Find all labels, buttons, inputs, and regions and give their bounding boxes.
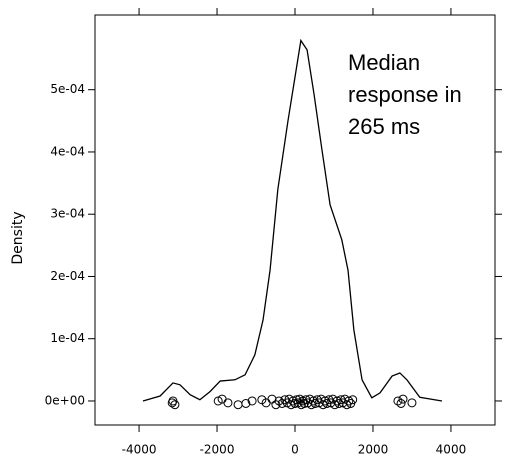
x-tick-label: -2000: [200, 443, 235, 457]
x-tick-label: 4000: [436, 443, 467, 457]
rug-point: [407, 398, 417, 408]
rug-point: [398, 394, 408, 404]
rug-point: [241, 398, 251, 408]
rug-point: [396, 398, 406, 408]
annotation: Median: [348, 50, 420, 75]
rug-point: [344, 396, 354, 406]
annotation: 265 ms: [348, 114, 420, 139]
x-tick-label: -4000: [122, 443, 157, 457]
rug-point: [247, 396, 257, 406]
rug-point: [168, 396, 178, 406]
y-tick-label: 0e+00: [45, 393, 85, 407]
x-tick-label: 0: [291, 443, 299, 457]
rug-point: [274, 396, 284, 406]
rug-point: [348, 395, 358, 405]
y-tick-label: 2e-04: [50, 269, 85, 283]
density-curve: [142, 38, 443, 402]
y-tick-label: 4e-04: [50, 144, 85, 158]
rug-point: [223, 398, 233, 408]
y-tick-label: 5e-04: [50, 82, 85, 96]
y-axis-label: Density: [10, 211, 26, 264]
rug-point: [393, 396, 403, 406]
y-tick-label: 1e-04: [50, 331, 85, 345]
rug-point: [233, 400, 243, 410]
y-tick-label: 3e-04: [50, 207, 85, 221]
x-tick-label: 2000: [358, 443, 389, 457]
annotation: response in: [348, 82, 462, 107]
